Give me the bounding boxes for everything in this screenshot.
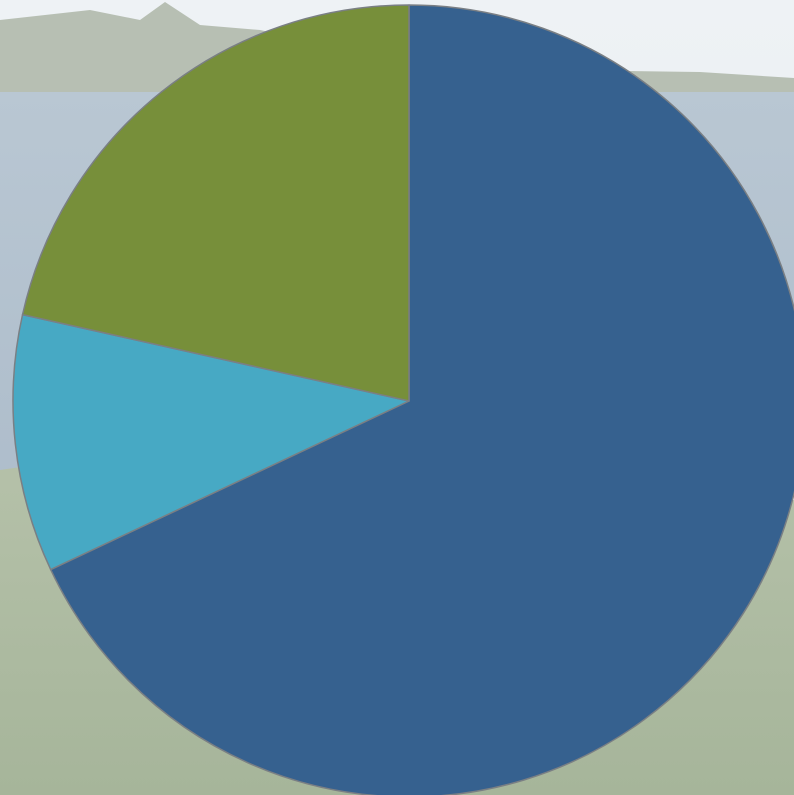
pie-slice	[21, 4, 410, 402]
pie	[12, 4, 794, 795]
pie-slice	[12, 313, 410, 571]
pie-slice	[49, 4, 794, 795]
